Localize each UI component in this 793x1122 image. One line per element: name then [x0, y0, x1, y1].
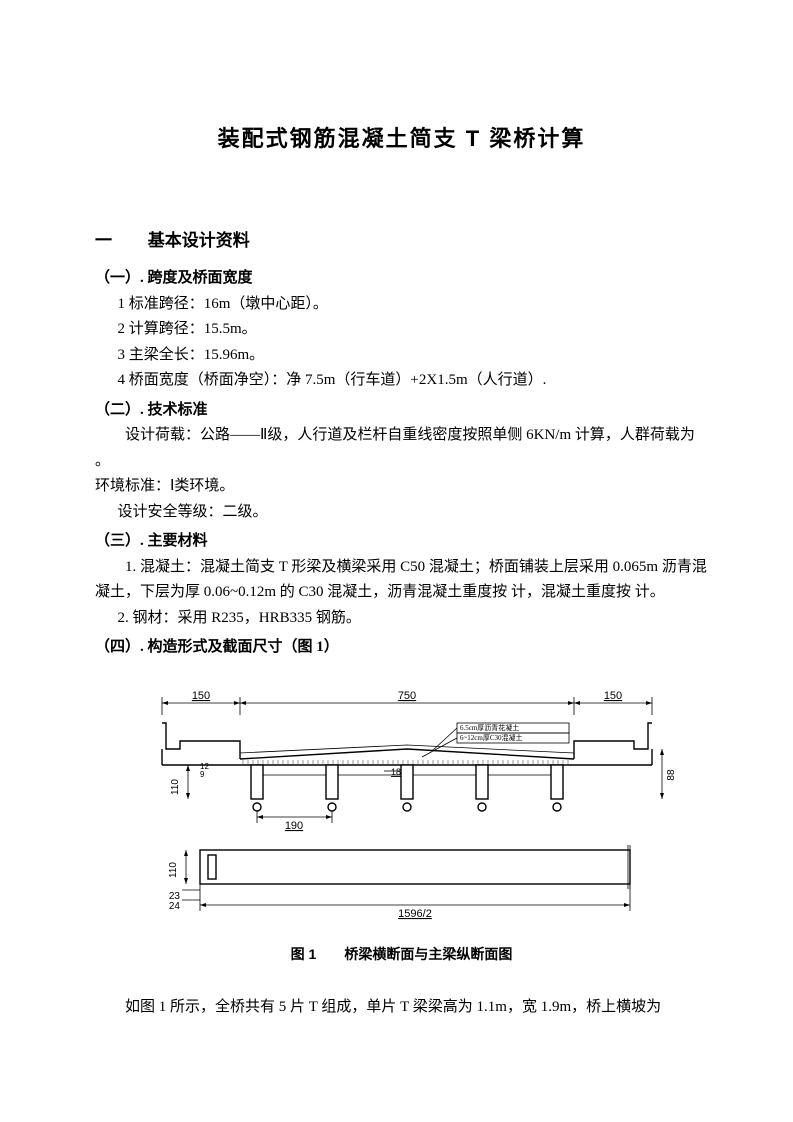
dim-total-half: 1596/2	[398, 908, 432, 920]
sub-4-head: （四）. 构造形式及截面尺寸（图 1）	[95, 635, 708, 661]
dim-side-top: 24	[168, 901, 180, 912]
section-1-num: 一	[95, 227, 143, 256]
dim-spacing: 190	[284, 820, 302, 832]
s2-p1: 设计荷载：公路——Ⅱ级，人行道及栏杆自重线密度按照单侧 6KN/m 计算，人群荷…	[95, 423, 708, 474]
s1-line3: 3 主梁全长：15.96m。	[118, 343, 709, 369]
sub-3-head: （三）. 主要材料	[95, 529, 708, 555]
dim-right-h: 88	[666, 769, 677, 781]
dim-beam-h: 110	[170, 778, 181, 794]
dim-small2: 9	[200, 770, 205, 779]
figure-1-diagram: 150 750 150 6.5cm厚沥青花凝土 6~12cm厚C30混凝土	[95, 675, 708, 925]
s2-p2: 环境标准：Ⅰ类环境。	[95, 474, 708, 500]
label-asphalt: 6.5cm厚沥青花凝土	[460, 723, 519, 732]
dim-flange: 18	[390, 767, 400, 777]
section-1-title: 基本设计资料	[148, 231, 250, 250]
dim-left-walk: 150	[191, 690, 209, 702]
page-title: 装配式钢筋混凝土简支 T 梁桥计算	[95, 120, 708, 157]
dim-side-h: 110	[168, 861, 179, 877]
sub-2-head: （二）. 技术标准	[95, 398, 708, 424]
s1-line2: 2 计算跨径：15.5m。	[118, 317, 709, 343]
dim-deck: 750	[397, 690, 415, 702]
s1-line1: 1 标准跨径：16m（墩中心距）。	[118, 292, 709, 318]
figure-1-caption: 图 1 桥梁横断面与主梁纵断面图	[95, 943, 708, 967]
s3-p1: 1. 混凝土：混凝土简支 T 形梁及横梁采用 C50 混凝土；桥面铺装上层采用 …	[95, 555, 708, 606]
dim-right-walk: 150	[603, 690, 621, 702]
footer-para: 如图 1 所示，全桥共有 5 片 T 组成，单片 T 梁梁高为 1.1m，宽 1…	[95, 995, 708, 1021]
s2-p3: 设计安全等级：二级。	[118, 500, 709, 526]
section-1-head: 一 基本设计资料	[95, 227, 708, 256]
label-concrete: 6~12cm厚C30混凝土	[460, 733, 523, 742]
s3-p2: 2. 钢材：采用 R235，HRB335 钢筋。	[118, 606, 709, 632]
s1-line4: 4 桥面宽度（桥面净空）：净 7.5m（行车道）+2X1.5m（人行道）.	[118, 368, 709, 394]
sub-1-head: （一）. 跨度及桥面宽度	[95, 266, 708, 292]
